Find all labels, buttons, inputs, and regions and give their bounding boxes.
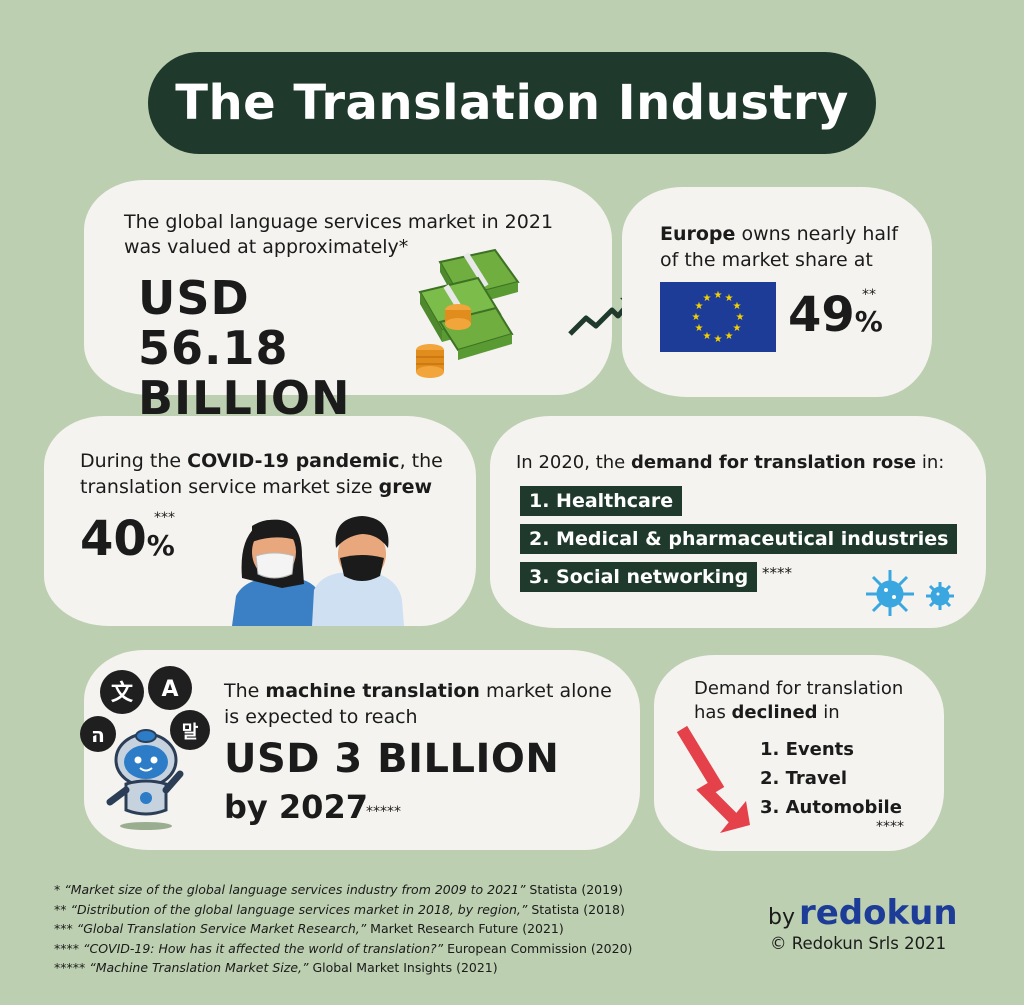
svg-text:★: ★ bbox=[703, 293, 712, 304]
footnote: ** “Distribution of the global language … bbox=[54, 901, 625, 917]
demand-rose-card: In 2020, the demand for translation rose… bbox=[490, 416, 986, 628]
bubble-hebrew: ה bbox=[91, 723, 105, 747]
bubble-korean: 말 bbox=[182, 722, 199, 743]
svg-text:★: ★ bbox=[736, 312, 745, 323]
svg-text:★: ★ bbox=[692, 312, 701, 323]
decline-arrow-icon bbox=[676, 725, 750, 833]
declined-list: 1. Events 2. Travel 3. Automobile bbox=[760, 735, 902, 822]
europe-footnote-mark: ** bbox=[862, 287, 876, 303]
bubble-latin: A bbox=[161, 677, 178, 702]
declined-item: 2. Travel bbox=[760, 768, 848, 789]
covid-percent: 40% bbox=[80, 511, 175, 567]
demand-rose-item: 2. Medical & pharmaceutical industries bbox=[520, 524, 958, 554]
svg-text:★: ★ bbox=[714, 290, 723, 301]
brand-by: by bbox=[768, 905, 795, 930]
demand-rose-footnote-mark: **** bbox=[762, 564, 792, 582]
footnote: **** “COVID-19: How has it affected the … bbox=[54, 940, 633, 956]
svg-text:★: ★ bbox=[725, 331, 734, 342]
machine-intro: The machine translation market alone is … bbox=[224, 680, 612, 728]
demand-rose-intro: In 2020, the demand for translation rose… bbox=[516, 452, 945, 473]
market-value-line2: BILLION bbox=[138, 371, 351, 425]
machine-footnote-mark: ***** bbox=[366, 804, 401, 820]
masked-people-icon bbox=[232, 516, 404, 626]
declined-card: Demand for translation has declined in 1… bbox=[654, 655, 944, 851]
covid-card: During the COVID-19 pandemic, the transl… bbox=[44, 416, 476, 626]
page-title: The Translation Industry bbox=[175, 75, 849, 131]
europe-intro: Europe owns nearly half of the market sh… bbox=[660, 221, 920, 273]
eu-flag-icon: ★ ★ ★ ★ ★ ★ ★ ★ ★ ★ ★ ★ bbox=[660, 282, 776, 352]
svg-text:★: ★ bbox=[703, 331, 712, 342]
covid-footnote-mark: *** bbox=[154, 510, 175, 526]
europe-card: Europe owns nearly half of the market sh… bbox=[622, 187, 932, 397]
svg-text:★: ★ bbox=[714, 334, 723, 345]
europe-bold: Europe bbox=[660, 223, 736, 245]
demand-rose-item: 3. Social networking bbox=[520, 562, 758, 592]
bubble-chinese: 文 bbox=[111, 680, 134, 706]
footnotes: * “Market size of the global language se… bbox=[54, 880, 714, 978]
translation-robot-icon: 文 A ה 말 bbox=[80, 666, 210, 830]
virus-icon bbox=[866, 570, 954, 616]
svg-text:★: ★ bbox=[725, 293, 734, 304]
svg-text:★: ★ bbox=[695, 323, 704, 334]
svg-text:★: ★ bbox=[733, 301, 742, 312]
market-value: USD 56.18 BILLION bbox=[138, 273, 398, 423]
market-value-card: The global language services market in 2… bbox=[84, 180, 612, 423]
footnote: ***** “Machine Translation Market Size,”… bbox=[54, 960, 498, 975]
brand-logo: by redokun bbox=[768, 893, 958, 933]
market-intro: The global language services market in 2… bbox=[124, 211, 554, 258]
europe-rest: owns nearly half of the market share at bbox=[660, 223, 899, 271]
declined-footnote-mark: **** bbox=[876, 819, 904, 835]
machine-translation-card: The machine translation market alone is … bbox=[84, 650, 640, 850]
covid-intro: During the COVID-19 pandemic, the transl… bbox=[80, 450, 443, 498]
money-stack-icon bbox=[416, 248, 520, 378]
machine-value: USD 3 BILLION bbox=[224, 736, 560, 782]
brand-name: redokun bbox=[798, 893, 958, 933]
declined-item: 3. Automobile bbox=[760, 797, 902, 818]
demand-rose-item: 1. Healthcare bbox=[520, 486, 683, 516]
svg-text:★: ★ bbox=[695, 301, 704, 312]
footnote: *** “Global Translation Service Market R… bbox=[54, 921, 564, 936]
footnote: * “Market size of the global language se… bbox=[54, 882, 623, 897]
copyright: © Redokun Srls 2021 bbox=[770, 934, 947, 953]
market-value-line1: USD 56.18 bbox=[138, 271, 289, 375]
declined-intro: Demand for translation has declined in bbox=[694, 678, 904, 723]
declined-item: 1. Events bbox=[760, 739, 854, 760]
title-banner: The Translation Industry bbox=[148, 52, 876, 154]
europe-percent: 49% bbox=[788, 287, 883, 343]
machine-year: by 2027 bbox=[224, 788, 368, 826]
svg-text:★: ★ bbox=[733, 323, 742, 334]
